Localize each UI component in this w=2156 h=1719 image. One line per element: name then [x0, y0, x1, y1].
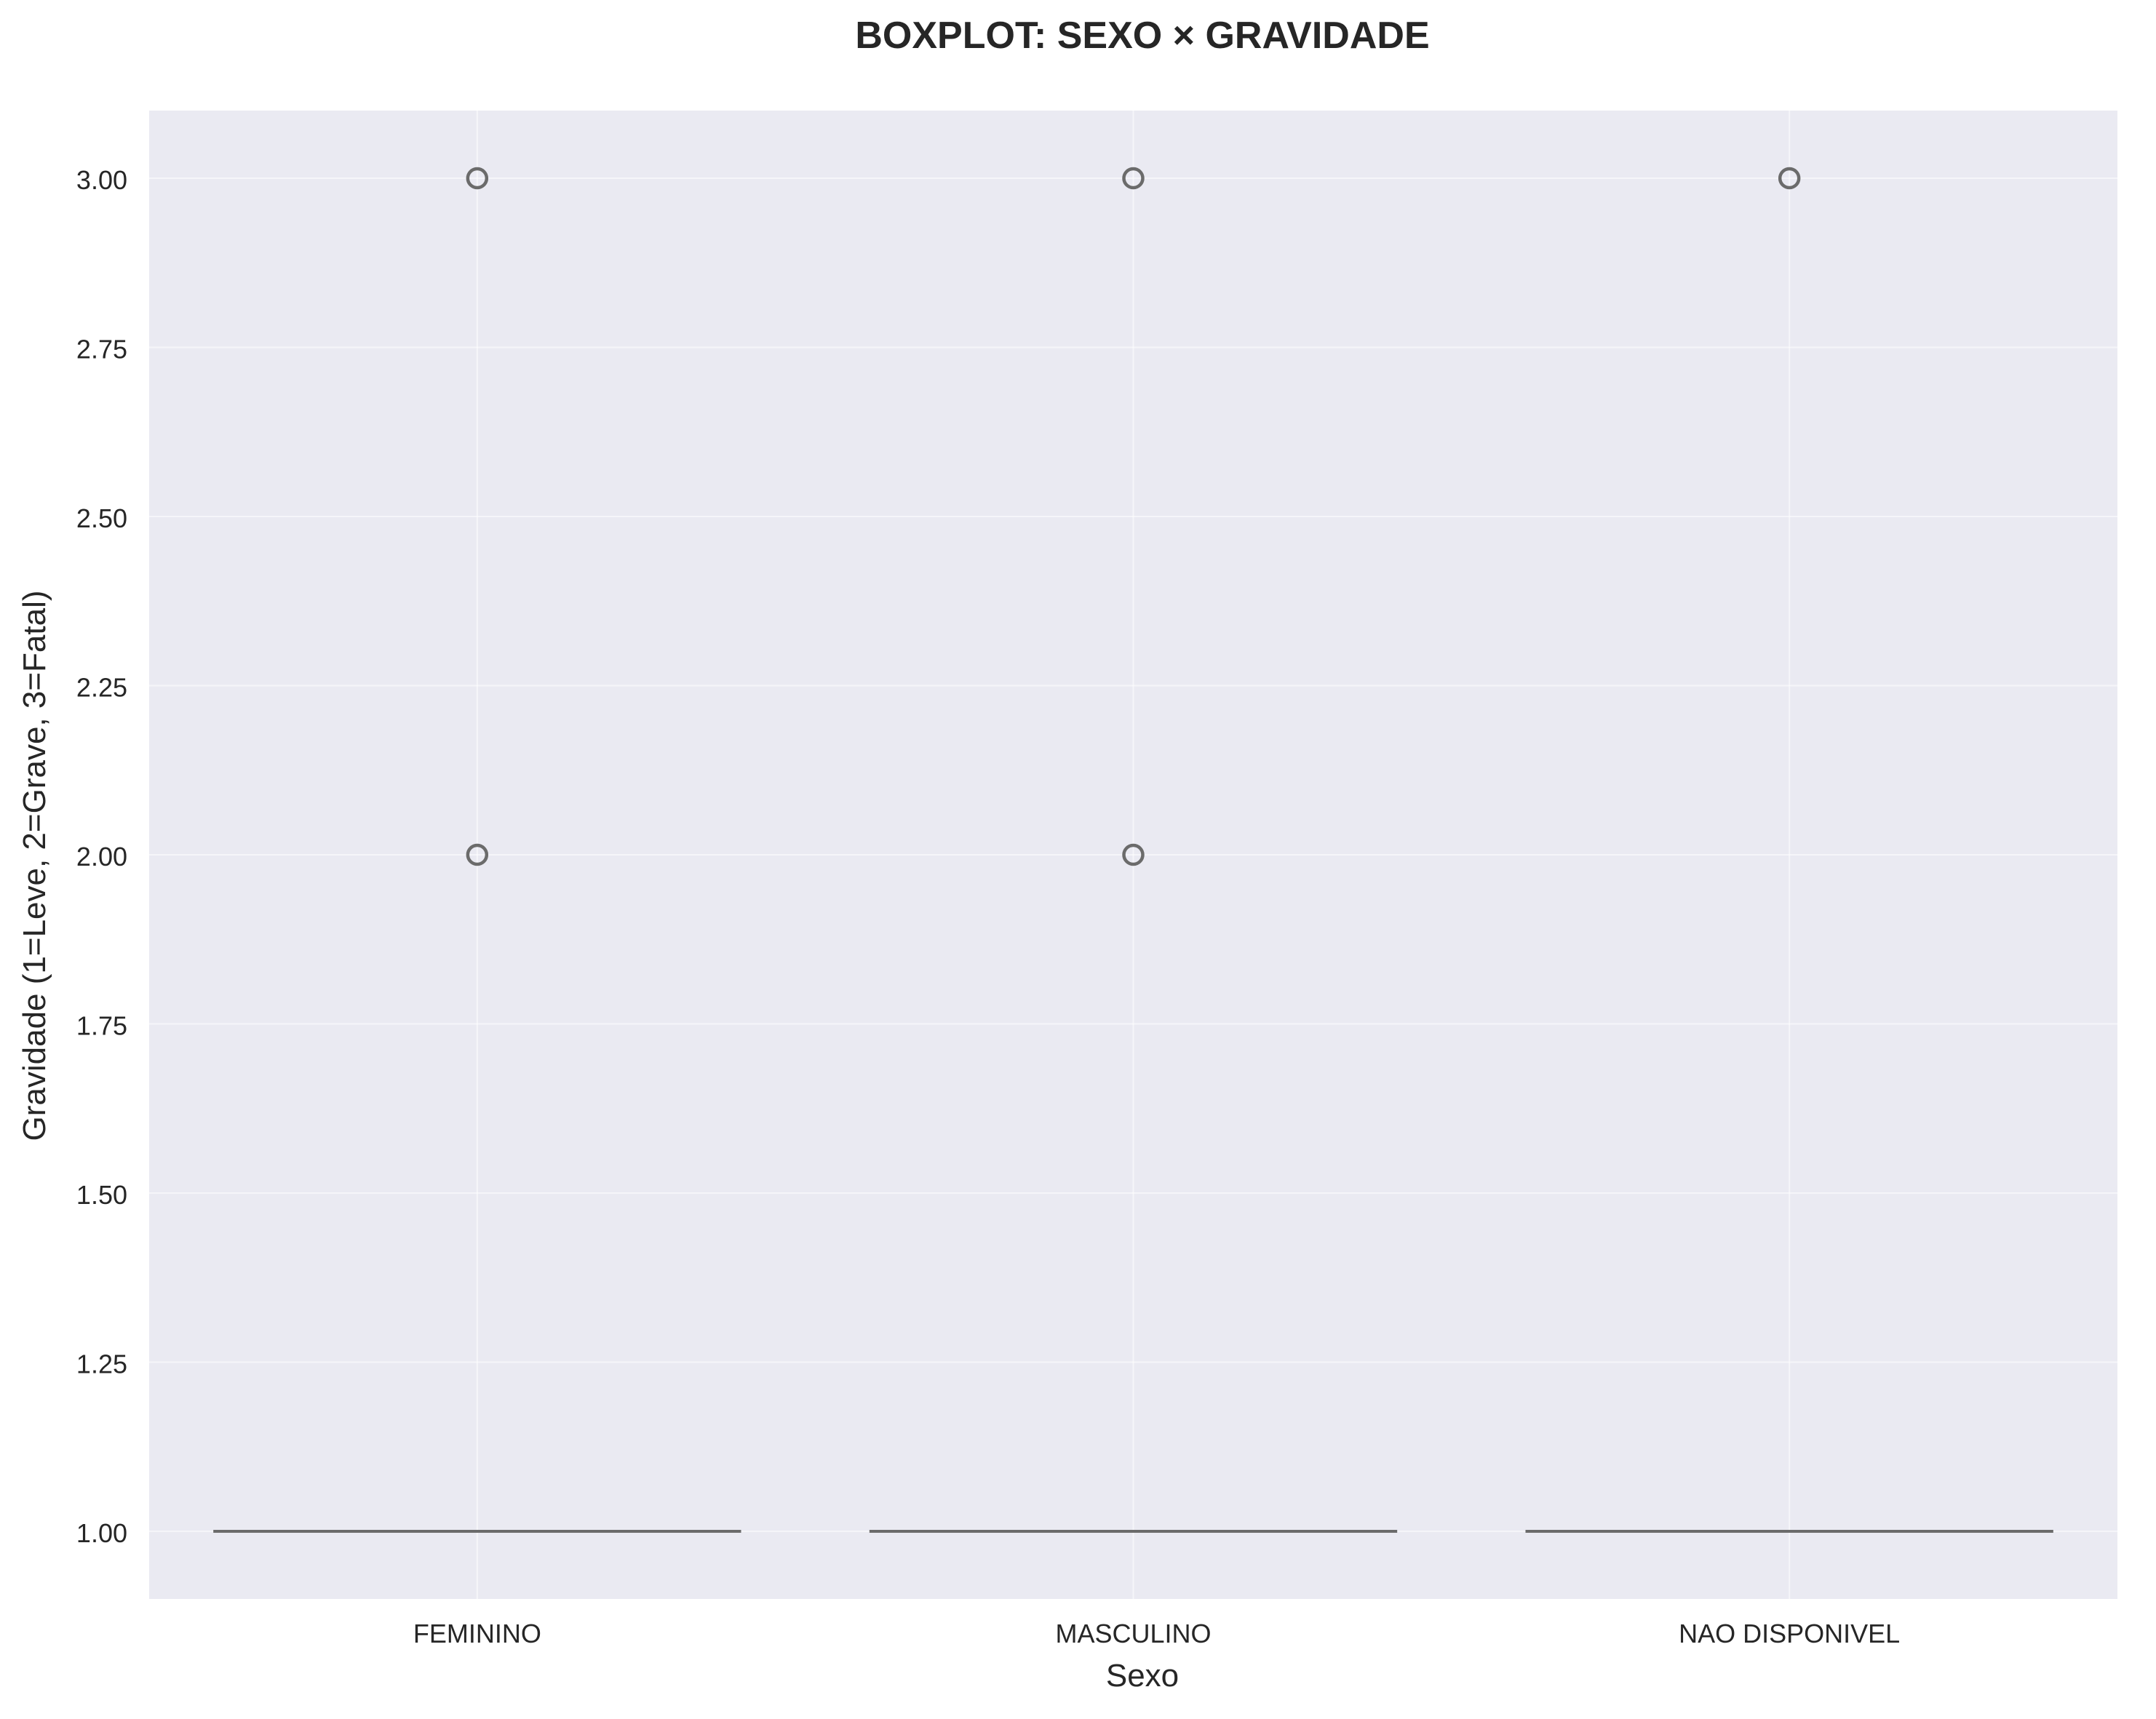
x-axis-label: Sexo [1106, 1658, 1179, 1694]
y-tick-label: 1.75 [76, 1011, 127, 1041]
plot-area: 1.00 1.25 1.50 1.75 2.00 2.25 2.50 2.75 3.00 FEMI… [76, 111, 2117, 1648]
y-tick-label: 1.00 [76, 1518, 127, 1548]
chart-title: BOXPLOT: SEXO × GRAVIDADE [855, 15, 1429, 57]
y-tick-label: 2.00 [76, 842, 127, 872]
y-tick-label: 3.00 [76, 165, 127, 195]
x-tick-label: NAO DISPONIVEL [1679, 1619, 1900, 1648]
y-tick-label: 2.50 [76, 503, 127, 533]
y-axis-label: Gravidade (1=Leve, 2=Grave, 3=Fatal) [17, 591, 52, 1141]
y-tick-label: 2.75 [76, 335, 127, 364]
x-tick-label: FEMININO [413, 1619, 541, 1648]
y-tick-label: 1.25 [76, 1349, 127, 1379]
x-tick-label: MASCULINO [1055, 1619, 1211, 1648]
y-tick-label: 1.50 [76, 1180, 127, 1210]
y-tick-label: 2.25 [76, 673, 127, 703]
